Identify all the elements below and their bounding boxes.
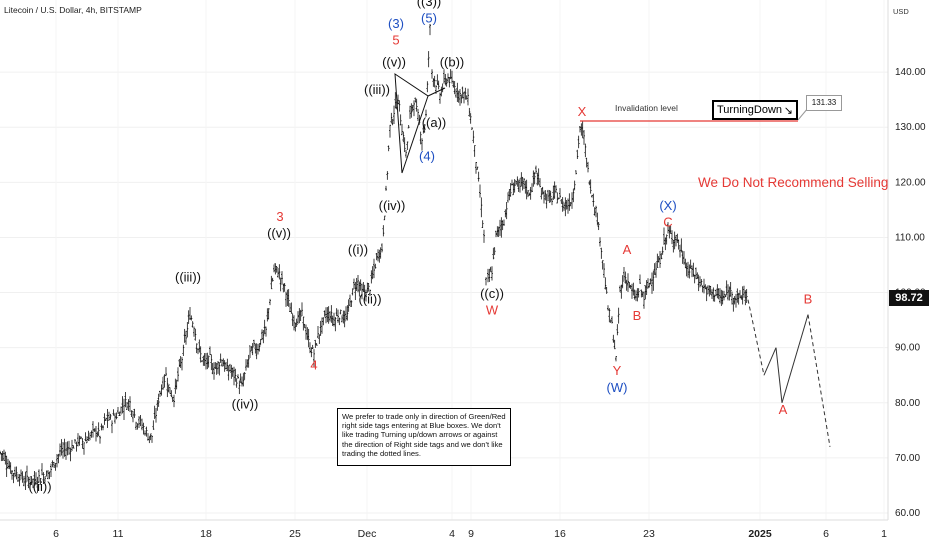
wave-labels: ((ii))((iii))((iv))((v))34((i))((ii))((i… — [28, 0, 812, 494]
x-tick-label: 23 — [643, 528, 655, 540]
y-tick-label: 130.00 — [895, 122, 926, 133]
wave-label: ((i)) — [348, 242, 368, 257]
y-tick-label: 70.00 — [895, 453, 920, 464]
wave-label: B — [633, 308, 642, 323]
x-tick-label: 18 — [200, 528, 212, 540]
wave-label: (X) — [659, 198, 676, 213]
wave-label: ((v)) — [267, 225, 291, 240]
wave-label: C — [663, 214, 672, 229]
invalidation-label: Invalidation level — [615, 103, 678, 113]
projection-segment — [807, 314, 831, 447]
invalidation-price-callout: 131.33 — [806, 95, 842, 111]
y-tick-label: 60.00 — [895, 508, 920, 519]
trading-note: We prefer to trade only in direction of … — [337, 408, 511, 466]
x-tick-label: 1 — [881, 528, 887, 540]
wave-label: ((iv)) — [379, 198, 406, 213]
wave-label: (W) — [607, 380, 628, 395]
wave-label: X — [578, 104, 587, 119]
current-price-tag: 98.72 — [889, 290, 929, 306]
wave-b-line — [427, 87, 446, 97]
wave-label: ((ii)) — [358, 292, 381, 307]
wave-label: ((iv)) — [232, 396, 259, 411]
projection-segment — [775, 347, 783, 403]
wave-label: (5) — [421, 11, 437, 26]
wave-label: 5 — [392, 33, 399, 48]
wave-label: ((c)) — [480, 286, 504, 301]
wave-label: (4) — [419, 148, 435, 163]
wave-label: Y — [613, 363, 622, 378]
x-tick-label: 9 — [468, 528, 474, 540]
x-tick-label: 6 — [823, 528, 829, 540]
projection-path — [747, 299, 831, 447]
y-tick-label: 90.00 — [895, 343, 920, 354]
warning-text: We Do Not Recommend Selling — [698, 175, 889, 190]
x-tick-label: 25 — [289, 528, 301, 540]
x-tick-label: 2025 — [748, 528, 772, 540]
y-tick-label: 110.00 — [895, 232, 925, 243]
price-series — [0, 23, 748, 493]
wave-4-triangle — [394, 73, 429, 174]
y-tick-label: 80.00 — [895, 398, 920, 409]
projection-segment — [763, 347, 777, 376]
symbol-title: Litecoin / U.S. Dollar, 4h, BITSTAMP — [4, 5, 142, 15]
wave-label: ((v)) — [382, 55, 406, 70]
y-tick-label: 120.00 — [895, 177, 926, 188]
x-tick-label: Dec — [358, 528, 377, 540]
wave-label: 3 — [276, 209, 283, 224]
x-tick-label: 4 — [449, 528, 455, 540]
wave-label: ((a)) — [422, 115, 447, 130]
wave-label: ((iii)) — [364, 82, 390, 97]
projection-segment — [747, 299, 765, 376]
projection-segment — [781, 314, 809, 403]
wave-label: 4 — [310, 358, 317, 373]
wave-label: A — [779, 402, 788, 417]
wave-label: ((3)) — [417, 0, 442, 9]
wave-label: ((ii)) — [28, 479, 51, 494]
x-tick-label: 11 — [113, 528, 124, 540]
x-tick-label: 16 — [554, 528, 566, 540]
wave-label: (3) — [388, 16, 404, 31]
wave-label: A — [623, 242, 632, 257]
y-tick-label: 140.00 — [895, 67, 926, 78]
wave-label: B — [804, 292, 813, 307]
wave-label: ((iii)) — [175, 270, 201, 285]
turning-down-label: TurningDown — [717, 104, 783, 116]
wave-label: W — [486, 303, 499, 318]
x-tick-label: 6 — [53, 528, 59, 540]
currency-label[interactable]: USD — [893, 7, 909, 16]
time-axis: 6 11 18 25 Dec 4 9 16 23 2025 6 1 — [53, 528, 887, 540]
turning-down-arrow-icon: ↘ — [783, 105, 793, 117]
wave-label: ((b)) — [440, 55, 465, 70]
turning-down-box: TurningDown ↘ — [712, 100, 798, 120]
